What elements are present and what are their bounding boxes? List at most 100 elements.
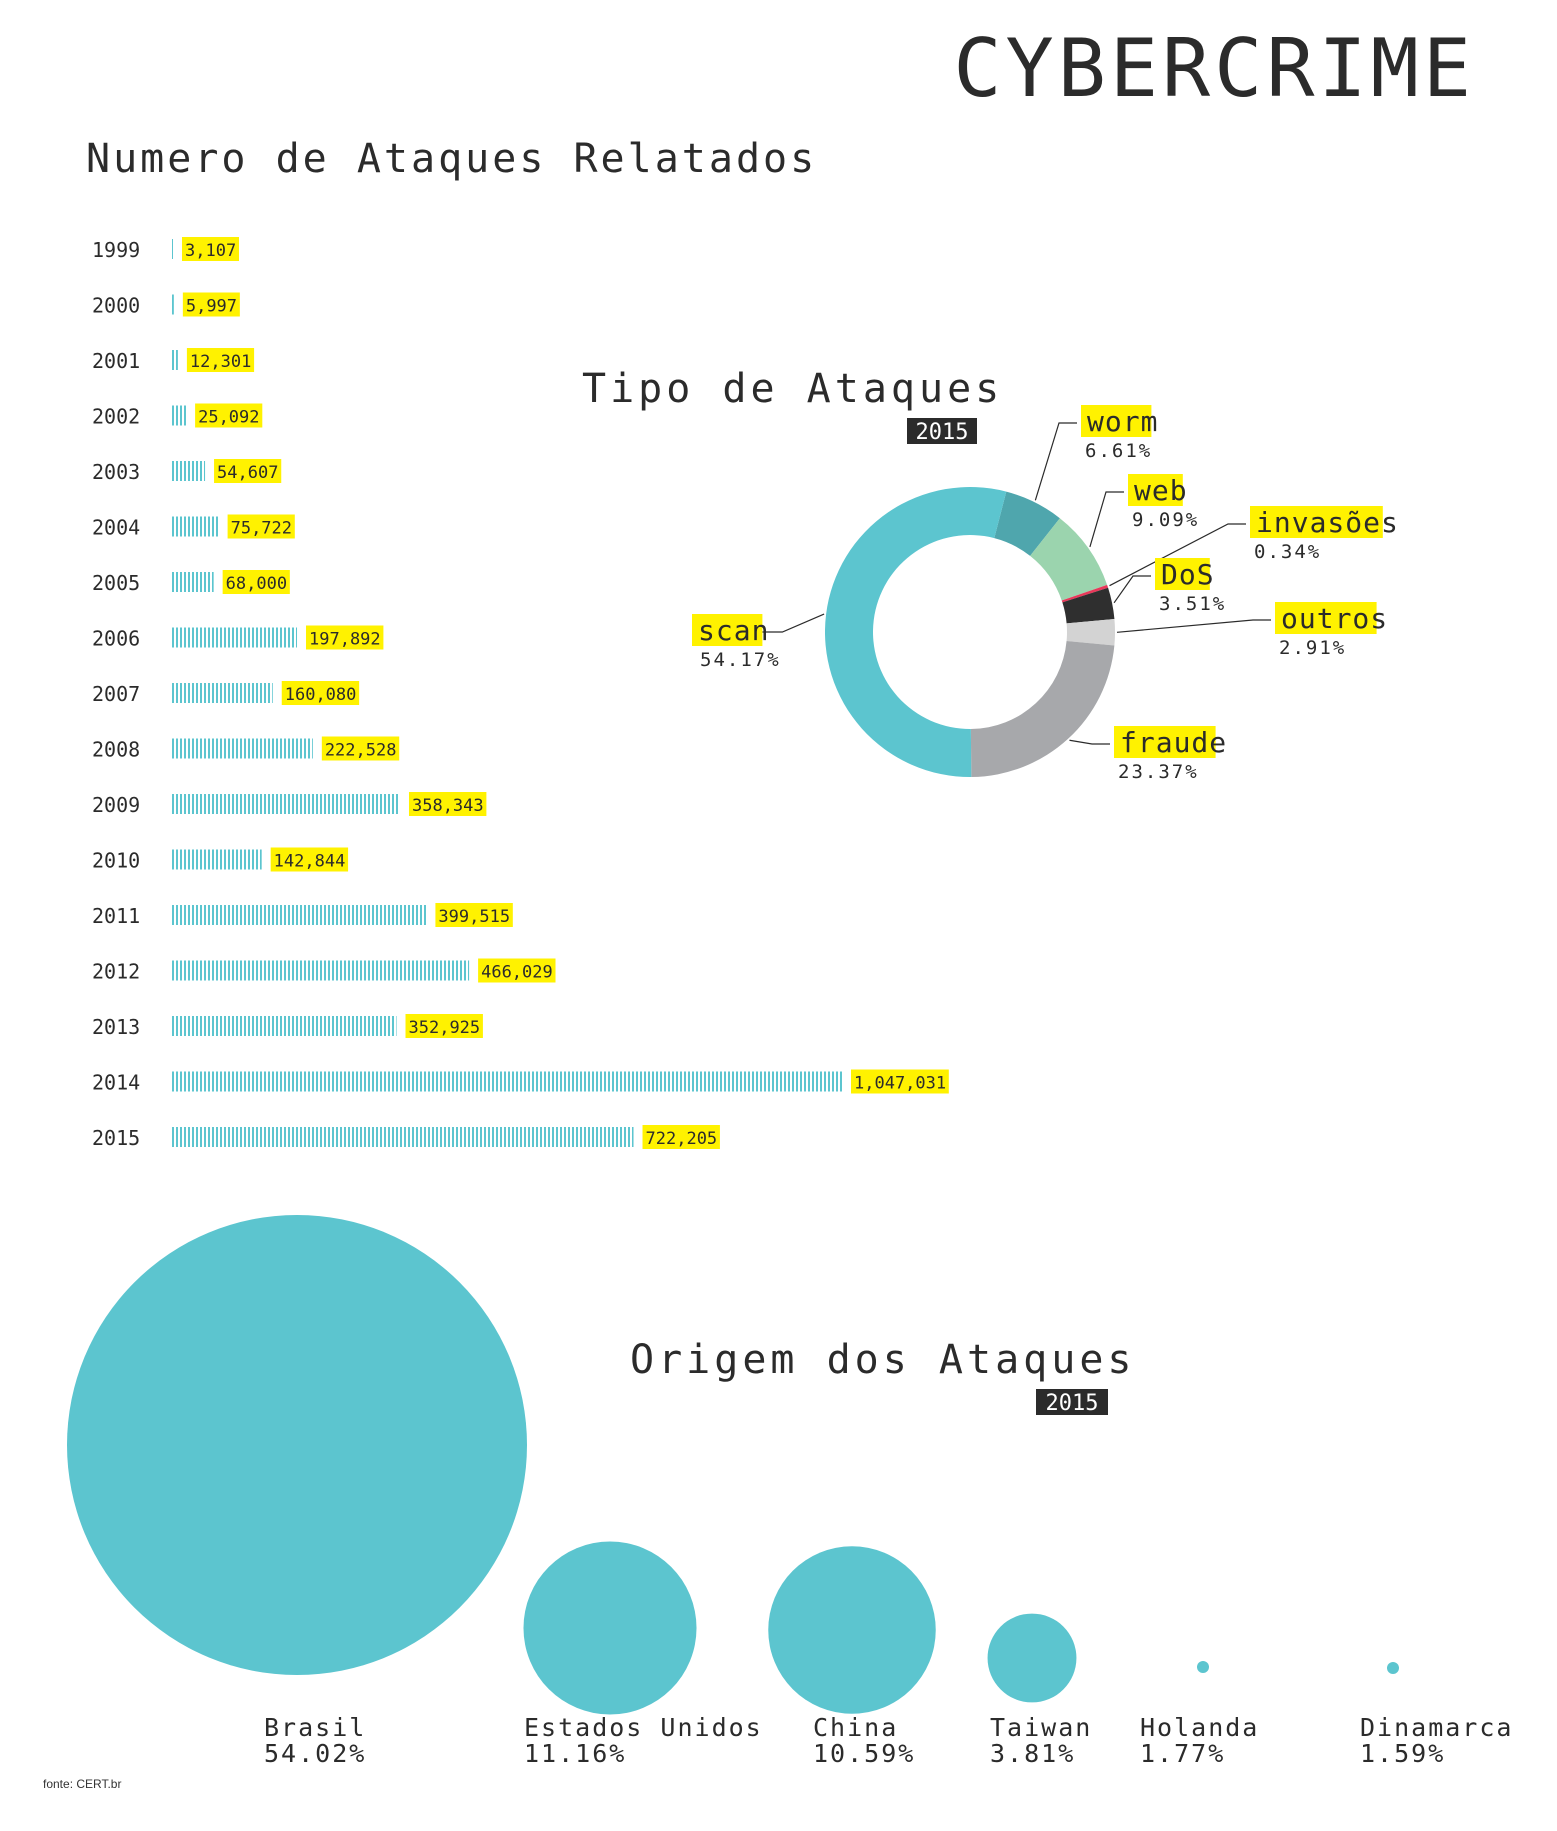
bar-value-highlight bbox=[408, 792, 487, 816]
donut-label-highlight bbox=[692, 614, 763, 646]
bubble-percent-label: 54.02% bbox=[264, 1739, 366, 1768]
donut-label-highlight bbox=[1081, 405, 1152, 437]
donut-leader-line bbox=[1034, 422, 1077, 501]
bar-year-label: 2015 bbox=[92, 1126, 140, 1150]
bubble-china bbox=[768, 1546, 936, 1714]
donut-leader-line bbox=[1116, 619, 1271, 633]
donut-slice-percent: 9.09% bbox=[1132, 509, 1199, 531]
donut-slice-percent: 6.61% bbox=[1085, 440, 1152, 462]
bubble-estados-unidos bbox=[523, 1541, 697, 1715]
bar-year-label: 2005 bbox=[92, 571, 140, 595]
bar bbox=[170, 1071, 842, 1092]
donut-label-highlight bbox=[1114, 726, 1216, 758]
bar-value-highlight bbox=[478, 958, 556, 983]
bubble-percent-label: 11.16% bbox=[524, 1739, 626, 1768]
donut-year-badge-bg bbox=[907, 418, 977, 444]
donut-year-badge: 2015 bbox=[916, 420, 969, 445]
bar-value-label: 3,107 bbox=[185, 241, 236, 261]
donut-slice-percent: 2.91% bbox=[1279, 637, 1346, 659]
bar-value-label: 1,047,031 bbox=[854, 1074, 946, 1094]
bar-year-label: 2010 bbox=[92, 849, 140, 873]
bubble-holanda bbox=[1197, 1661, 1209, 1673]
bubble-percent-label: 3.81% bbox=[990, 1739, 1075, 1768]
bar-value-highlight bbox=[321, 736, 400, 761]
bar-chart-title: Numero de Ataques Relatados bbox=[86, 136, 817, 182]
bubble-percent-label: 1.59% bbox=[1360, 1739, 1445, 1768]
bar-year-label: 2012 bbox=[92, 960, 140, 984]
donut-slice-scan bbox=[824, 486, 1007, 777]
bar bbox=[170, 1127, 634, 1147]
donut-slice-label: outros bbox=[1281, 602, 1388, 635]
bar-year-label: 2004 bbox=[92, 516, 140, 540]
donut-slice-DoS bbox=[1062, 587, 1115, 624]
bar-value-label: 5,997 bbox=[186, 297, 237, 317]
bar-value-label: 466,029 bbox=[481, 963, 553, 983]
bar-value-highlight bbox=[281, 681, 360, 705]
bar bbox=[170, 738, 313, 759]
bubble-title: Origem dos Ataques bbox=[630, 1337, 1135, 1383]
bar bbox=[170, 572, 214, 592]
bar-value-label: 160,080 bbox=[285, 685, 357, 705]
bar-value-label: 352,925 bbox=[409, 1018, 481, 1038]
bar-value-label: 358,343 bbox=[412, 796, 484, 816]
bubble-country-label: China bbox=[813, 1713, 898, 1742]
bubble-country-label: Dinamarca bbox=[1360, 1713, 1513, 1742]
donut-slice-percent: 0.34% bbox=[1254, 541, 1321, 563]
bar-year-label: 2003 bbox=[92, 460, 140, 484]
bar-value-highlight bbox=[182, 237, 239, 261]
donut-leader-line bbox=[762, 613, 825, 633]
bubble-percent-label: 10.59% bbox=[813, 1739, 915, 1768]
bubble-country-label: Holanda bbox=[1140, 1713, 1259, 1742]
donut-slice-label: invasões bbox=[1256, 506, 1399, 539]
bubble-year-badge: 2015 bbox=[1046, 1391, 1099, 1416]
bubble-year-badge-bg bbox=[1036, 1389, 1108, 1415]
bar-value-label: 142,844 bbox=[274, 852, 346, 872]
bar-value-highlight bbox=[851, 1069, 949, 1094]
bubble-percent-label: 1.77% bbox=[1140, 1739, 1225, 1768]
donut-leader-line bbox=[1109, 523, 1246, 587]
donut-title: Tipo de Ataques bbox=[582, 366, 1003, 412]
donut-label-highlight bbox=[1275, 602, 1377, 634]
donut-slice-percent: 54.17% bbox=[700, 649, 781, 671]
bar-value-label: 75,722 bbox=[231, 519, 292, 539]
bar bbox=[170, 905, 427, 925]
bar-value-label: 68,000 bbox=[226, 574, 287, 594]
donut-slice-label: worm bbox=[1087, 405, 1158, 438]
donut-leader-line bbox=[1069, 739, 1110, 745]
donut-leader-line bbox=[1113, 575, 1151, 604]
bar bbox=[170, 350, 178, 370]
main-title: CYBERCRIME bbox=[953, 22, 1475, 115]
bar-year-label: 2014 bbox=[92, 1071, 140, 1095]
bubble-country-label: Estados Unidos bbox=[524, 1713, 763, 1742]
donut-slice-fraude bbox=[970, 641, 1115, 777]
bar-year-label: 2009 bbox=[92, 793, 140, 817]
donut-slice-label: scan bbox=[698, 614, 769, 647]
bar-value-highlight bbox=[186, 348, 255, 372]
donut-leader-line bbox=[1089, 491, 1124, 548]
bubble-brasil bbox=[67, 1215, 527, 1675]
donut-label-highlight bbox=[1155, 558, 1210, 590]
attacks-bar-chart: Numero de Ataques Relatados 1999 3,107 200… bbox=[86, 136, 949, 1150]
bar-value-highlight bbox=[642, 1125, 720, 1149]
bar-year-label: 2006 bbox=[92, 627, 140, 651]
bar-value-label: 722,205 bbox=[646, 1129, 718, 1149]
bar-value-highlight bbox=[270, 847, 349, 872]
bubble-taiwan bbox=[987, 1613, 1077, 1703]
bubble-country-label: Brasil bbox=[264, 1713, 366, 1742]
bar-value-highlight bbox=[405, 1014, 483, 1038]
bar-value-label: 25,092 bbox=[198, 408, 259, 428]
donut-label-highlight bbox=[1250, 506, 1383, 538]
bar-year-label: 2001 bbox=[92, 349, 140, 373]
bubble-dinamarca bbox=[1387, 1662, 1399, 1674]
bar-value-highlight bbox=[214, 459, 282, 483]
bar-year-label: 2002 bbox=[92, 405, 140, 429]
bar-year-label: 2013 bbox=[92, 1015, 140, 1039]
bar-year-label: 2011 bbox=[92, 904, 140, 928]
bar bbox=[170, 294, 174, 315]
bar-value-highlight bbox=[227, 514, 295, 539]
donut-slice-outros bbox=[1066, 619, 1115, 646]
bar bbox=[170, 627, 298, 648]
donut-slice-label: web bbox=[1134, 474, 1188, 507]
